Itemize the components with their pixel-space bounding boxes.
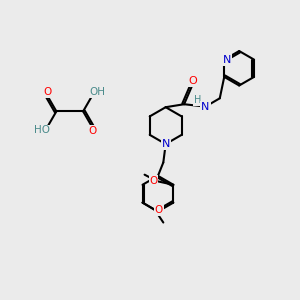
Text: OH: OH <box>89 87 105 98</box>
Text: O: O <box>188 76 197 86</box>
Text: O: O <box>154 205 163 215</box>
Text: N: N <box>222 55 231 64</box>
Text: H: H <box>194 95 201 105</box>
Text: N: N <box>201 102 210 112</box>
Text: HO: HO <box>34 125 50 135</box>
Text: O: O <box>149 176 158 186</box>
Text: O: O <box>43 87 52 97</box>
Text: O: O <box>88 126 96 136</box>
Text: N: N <box>161 139 170 149</box>
